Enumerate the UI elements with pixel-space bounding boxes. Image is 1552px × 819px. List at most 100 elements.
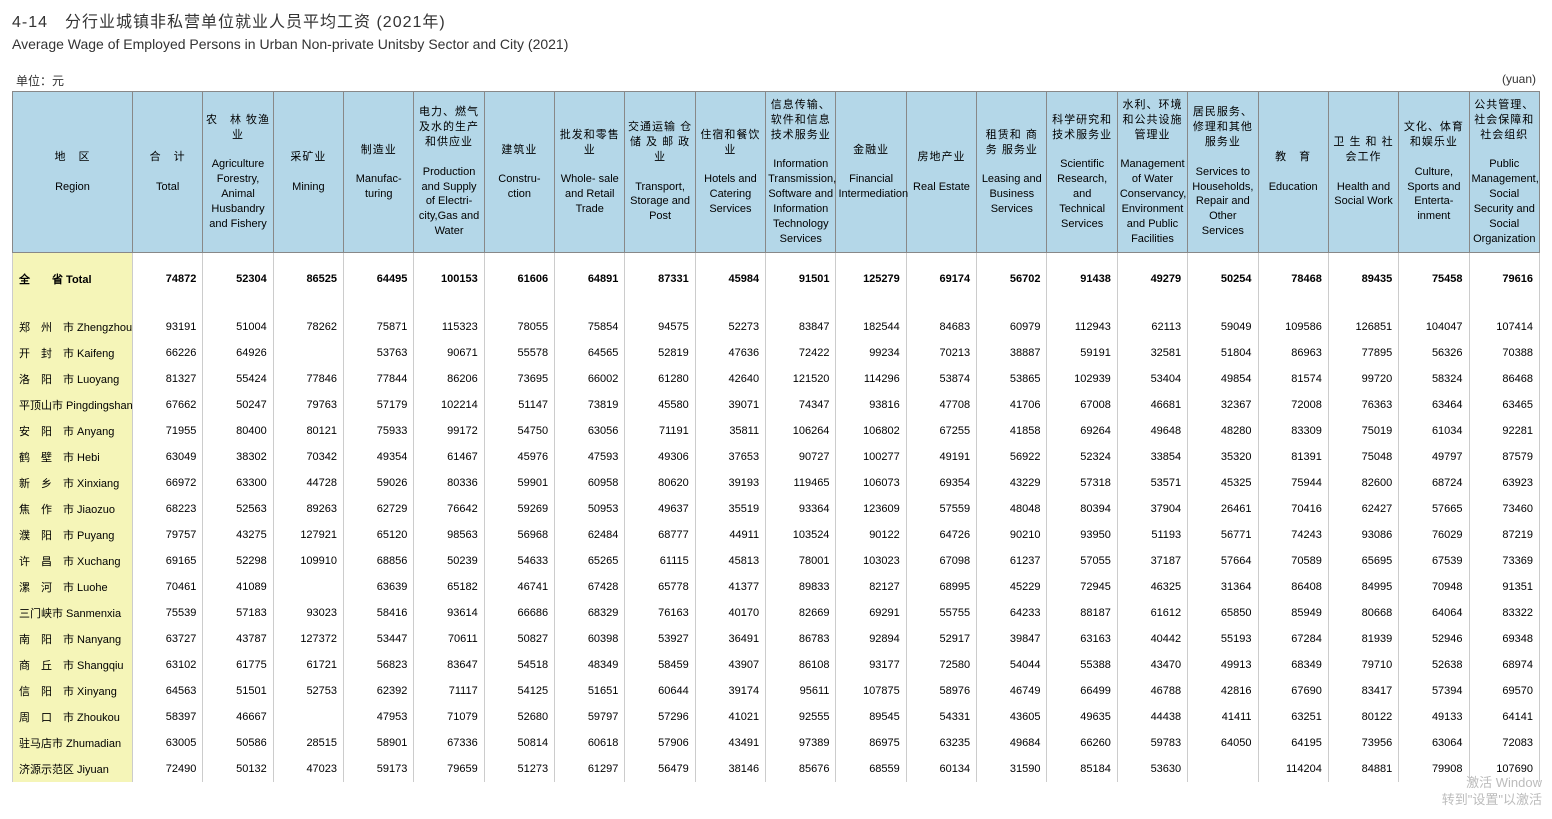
data-cell: 71117 xyxy=(414,678,484,704)
data-cell: 58324 xyxy=(1399,366,1469,392)
data-cell: 80620 xyxy=(625,470,695,496)
col-header: 教 育Education xyxy=(1258,92,1328,253)
data-cell: 42816 xyxy=(1188,678,1258,704)
data-cell: 80668 xyxy=(1328,600,1398,626)
data-cell: 45325 xyxy=(1188,470,1258,496)
data-cell: 69570 xyxy=(1469,678,1539,704)
region-cell: 南 阳 市 Nanyang xyxy=(13,626,133,652)
col-header-cn: 住宿和餐饮业 xyxy=(698,128,763,158)
data-cell: 93816 xyxy=(836,392,906,418)
data-cell: 60618 xyxy=(555,730,625,756)
data-cell: 59269 xyxy=(484,496,554,522)
col-header: 卫 生 和 社会工作Health and Social Work xyxy=(1328,92,1398,253)
data-cell: 57665 xyxy=(1399,496,1469,522)
data-cell: 41089 xyxy=(203,574,273,600)
data-cell: 63923 xyxy=(1469,470,1539,496)
data-cell: 89545 xyxy=(836,704,906,730)
data-cell: 52917 xyxy=(906,626,976,652)
data-cell: 68995 xyxy=(906,574,976,600)
data-cell: 45580 xyxy=(625,392,695,418)
data-cell: 56702 xyxy=(977,253,1047,306)
data-cell: 70589 xyxy=(1258,548,1328,574)
data-cell: 91351 xyxy=(1469,574,1539,600)
data-cell: 37904 xyxy=(1117,496,1187,522)
col-header-en: Region xyxy=(15,180,130,195)
col-header-cn: 电力、燃气及水的生产和供应业 xyxy=(416,105,481,150)
data-cell xyxy=(273,704,343,730)
data-cell: 65120 xyxy=(344,522,414,548)
data-cell: 43275 xyxy=(203,522,273,548)
data-cell: 75019 xyxy=(1328,418,1398,444)
data-cell: 61606 xyxy=(484,253,554,306)
data-cell: 54518 xyxy=(484,652,554,678)
data-cell: 58397 xyxy=(133,704,203,730)
data-cell: 43470 xyxy=(1117,652,1187,678)
data-cell: 56922 xyxy=(977,444,1047,470)
region-cell: 三门峡市 Sanmenxia xyxy=(13,600,133,626)
col-header-cn: 文化、体育和娱乐业 xyxy=(1401,120,1466,150)
table-row: 洛 阳 市 Luoyang813275542477846778448620673… xyxy=(13,366,1540,392)
col-header: 交通运输 仓 储 及 邮 政 业Transport, Storage and P… xyxy=(625,92,695,253)
data-cell: 54750 xyxy=(484,418,554,444)
data-cell: 67255 xyxy=(906,418,976,444)
data-cell: 70342 xyxy=(273,444,343,470)
col-header-cn: 建筑业 xyxy=(487,143,552,158)
data-cell: 79710 xyxy=(1328,652,1398,678)
data-cell: 52298 xyxy=(203,548,273,574)
data-cell: 55755 xyxy=(906,600,976,626)
data-cell: 84683 xyxy=(906,305,976,340)
data-cell: 68223 xyxy=(133,496,203,522)
data-cell: 61721 xyxy=(273,652,343,678)
col-header-en: Transport, Storage and Post xyxy=(627,180,692,225)
data-cell: 28515 xyxy=(273,730,343,756)
data-cell: 115323 xyxy=(414,305,484,340)
data-cell: 75539 xyxy=(133,600,203,626)
data-cell: 51651 xyxy=(555,678,625,704)
data-cell: 79659 xyxy=(414,756,484,782)
data-cell: 64233 xyxy=(977,600,1047,626)
data-cell: 45976 xyxy=(484,444,554,470)
data-cell: 107690 xyxy=(1469,756,1539,782)
data-cell: 109910 xyxy=(273,548,343,574)
data-cell: 74872 xyxy=(133,253,203,306)
data-cell: 99172 xyxy=(414,418,484,444)
col-header-en: Management of Water Conservancy, Environ… xyxy=(1120,157,1185,246)
data-cell: 60134 xyxy=(906,756,976,782)
data-cell: 55193 xyxy=(1188,626,1258,652)
data-cell: 72580 xyxy=(906,652,976,678)
data-cell: 57296 xyxy=(625,704,695,730)
data-cell: 127372 xyxy=(273,626,343,652)
data-cell: 81939 xyxy=(1328,626,1398,652)
col-header-en: Services to Households, Repair and Other… xyxy=(1190,165,1255,239)
data-cell: 112943 xyxy=(1047,305,1117,340)
col-header-cn: 地 区 xyxy=(15,150,130,165)
data-cell: 49306 xyxy=(625,444,695,470)
data-cell: 46749 xyxy=(977,678,1047,704)
data-cell: 73460 xyxy=(1469,496,1539,522)
data-cell: 106073 xyxy=(836,470,906,496)
data-cell: 89263 xyxy=(273,496,343,522)
col-header-cn: 科学研究和技术服务业 xyxy=(1049,113,1114,143)
data-cell: 73956 xyxy=(1328,730,1398,756)
data-cell: 62427 xyxy=(1328,496,1398,522)
col-header-cn: 居民服务、修理和其他服务业 xyxy=(1190,105,1255,150)
data-cell: 57183 xyxy=(203,600,273,626)
region-cell: 济源示范区 Jiyuan xyxy=(13,756,133,782)
data-cell: 85949 xyxy=(1258,600,1328,626)
data-cell: 57906 xyxy=(625,730,695,756)
col-header: 电力、燃气及水的生产和供应业Production and Supply of E… xyxy=(414,92,484,253)
data-cell: 64926 xyxy=(203,340,273,366)
data-cell: 63464 xyxy=(1399,392,1469,418)
data-cell: 79908 xyxy=(1399,756,1469,782)
data-cell: 70611 xyxy=(414,626,484,652)
data-cell: 86468 xyxy=(1469,366,1539,392)
data-cell: 61034 xyxy=(1399,418,1469,444)
data-cell: 66226 xyxy=(133,340,203,366)
table-row: 信 阳 市 Xinyang645635150152753623927111754… xyxy=(13,678,1540,704)
data-cell: 72945 xyxy=(1047,574,1117,600)
data-cell: 79763 xyxy=(273,392,343,418)
col-header-en: Mining xyxy=(276,180,341,195)
data-cell: 40442 xyxy=(1117,626,1187,652)
region-cell: 洛 阳 市 Luoyang xyxy=(13,366,133,392)
data-cell: 71191 xyxy=(625,418,695,444)
